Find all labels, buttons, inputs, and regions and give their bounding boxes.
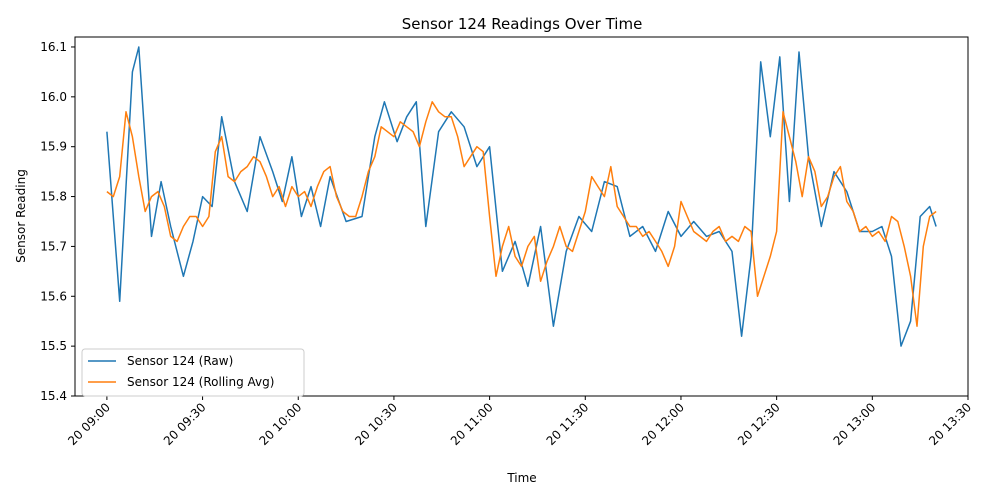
x-tick-label: 20 13:30: [926, 400, 974, 448]
legend: Sensor 124 (Raw) Sensor 124 (Rolling Avg): [81, 348, 305, 397]
x-tick-label: 20 09:00: [65, 400, 113, 448]
y-tick-label: 16.0: [40, 90, 67, 104]
x-tick-label: 20 10:30: [352, 400, 400, 448]
x-tick-label: 20 09:30: [161, 400, 209, 448]
x-axis-title: Time: [506, 471, 536, 485]
plot-area: [106, 46, 937, 347]
y-tick-label: 15.4: [40, 389, 67, 403]
y-tick-label: 15.8: [40, 190, 67, 204]
y-axis: 15.4 15.5 15.6 15.7 15.8 15.9 16.0 16.1: [40, 40, 75, 403]
x-tick-label: 20 11:00: [448, 400, 496, 448]
y-tick-label: 16.1: [40, 40, 67, 54]
series-line-raw: [106, 46, 937, 347]
legend-label: Sensor 124 (Rolling Avg): [127, 375, 274, 389]
y-axis-title: Sensor Reading: [14, 169, 28, 263]
x-axis: 20 09:00 20 09:30 20 10:00 20 10:30 20 11:00…: [65, 396, 974, 448]
x-tick-label: 20 10:00: [257, 400, 305, 448]
x-tick-label: 20 13:00: [831, 400, 879, 448]
legend-label: Sensor 124 (Raw): [127, 354, 233, 368]
plot-frame: [74, 36, 969, 397]
legend-box: [81, 348, 305, 397]
x-tick-label: 20 12:00: [639, 400, 687, 448]
series-line-rolling-avg: [106, 101, 937, 327]
y-tick-label: 15.5: [40, 339, 67, 353]
x-tick-label: 20 11:30: [544, 400, 592, 448]
y-tick-label: 15.6: [40, 289, 67, 303]
x-tick-label: 20 12:30: [735, 400, 783, 448]
chart-title: Sensor 124 Readings Over Time: [402, 15, 643, 33]
y-tick-label: 15.9: [40, 140, 67, 154]
y-tick-label: 15.7: [40, 239, 67, 253]
